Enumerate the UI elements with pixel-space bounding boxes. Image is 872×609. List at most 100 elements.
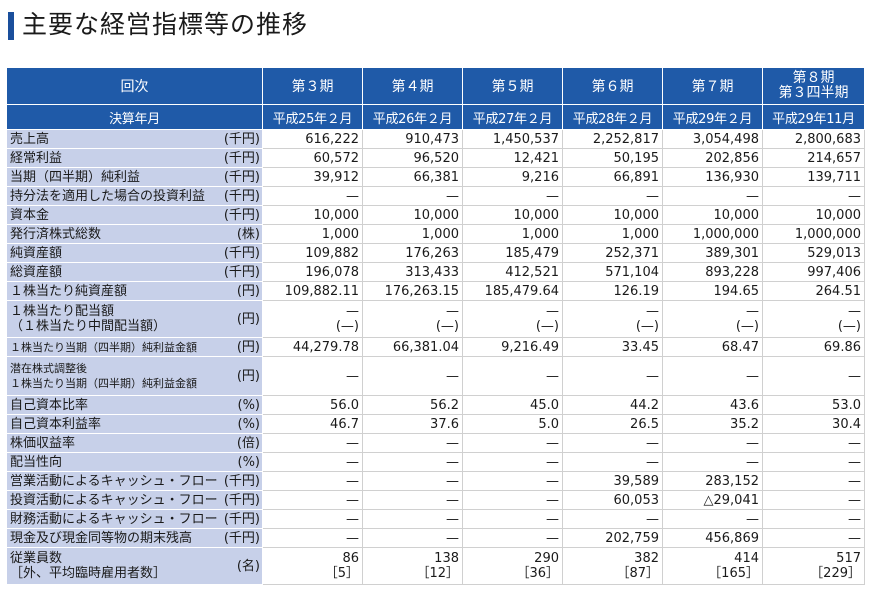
row-unit: (円): [236, 311, 260, 327]
row-label-text: ［外、平均臨時雇用者数］: [10, 566, 167, 581]
row-label-wrap: 発行済株式総数 (株): [7, 225, 262, 243]
row-label-text: １株当たり純資産額: [10, 283, 128, 299]
row-label-cell: 現金及び現金同等物の期末残高 (千円): [6, 528, 263, 548]
value-cell: —: [362, 452, 463, 472]
row-label: 資本金: [10, 208, 49, 223]
header-date-8: 平成29年11月: [762, 104, 865, 130]
value-cell: 60,053: [562, 490, 663, 510]
value-cell: —: [662, 433, 763, 453]
value-cell: 456,869: [662, 528, 763, 548]
value-cell: — (—): [562, 300, 663, 338]
row-label-cell: 経常利益 (千円): [6, 148, 263, 168]
row-label: 財務活動によるキャッシュ・フロー: [10, 512, 218, 527]
row-unit: (%): [237, 416, 261, 432]
header-date-7: 平成29年２月: [662, 104, 763, 130]
row-label: 自己資本利益率: [10, 417, 101, 432]
value-cell: 136,930: [662, 167, 763, 187]
value-cell: 414 ［165］: [662, 547, 763, 585]
value-cell: —: [262, 433, 363, 453]
row-label-wrap: 自己資本比率 (%): [7, 396, 262, 414]
header-date-3: 平成25年２月: [262, 104, 363, 130]
value-cell: —: [762, 490, 865, 510]
value-cell: —: [262, 356, 363, 396]
row-label-wrap: 投資活動によるキャッシュ・フロー (千円): [7, 491, 262, 509]
row-label-cell: 純資産額 (千円): [6, 243, 263, 263]
value-cell: —: [362, 433, 463, 453]
row-label-text: 潜在株式調整後: [10, 362, 87, 375]
header-period-5: 第５期: [462, 67, 563, 105]
value-cell: —: [762, 528, 865, 548]
row-label-cell: １株当たり配当額 （１株当たり中間配当額） (円): [6, 300, 263, 338]
value-cell: —: [362, 471, 463, 491]
row-label: 自己資本比率: [10, 398, 88, 413]
value-cell: 68.47: [662, 337, 763, 357]
value-cell: 1,000: [262, 224, 363, 244]
table-row: 当期（四半期）純利益 (千円) 39,912 66,381 9,216 66,891 136…: [6, 167, 865, 187]
table-row: 発行済株式総数 (株) 1,000 1,000 1,000 1,000 1,000,000 1…: [6, 224, 865, 244]
value-cell: —: [762, 509, 865, 529]
value-cell: —: [762, 471, 865, 491]
table-row: 財務活動によるキャッシュ・フロー (千円) — — — — — —: [6, 509, 865, 529]
value-cell: —: [562, 452, 663, 472]
value-cell: —: [762, 433, 865, 453]
value-cell: 283,152: [662, 471, 763, 491]
value-sub: (—): [335, 319, 359, 334]
row-label-cell: 配当性向 (%): [6, 452, 263, 472]
value-cell: 2,800,683: [762, 129, 865, 149]
value-cell: 196,078: [262, 262, 363, 282]
row-unit: (株): [236, 226, 260, 242]
value-cell: 44.2: [562, 395, 663, 415]
value-cell: — (—): [662, 300, 763, 338]
row-label-text: 純資産額: [10, 245, 63, 261]
value-cell: —: [262, 471, 363, 491]
row-unit: (倍): [236, 435, 260, 451]
value-cell: 202,759: [562, 528, 663, 548]
table-row: 株価収益率 (倍) — — — — — —: [6, 433, 865, 453]
value-cell: 69.86: [762, 337, 865, 357]
row-label-cell: 投資活動によるキャッシュ・フロー (千円): [6, 490, 263, 510]
row-unit: (円): [236, 368, 260, 384]
table-row-dividend: １株当たり配当額 （１株当たり中間配当額） (円) — (—) — (—) — (—) — (—) —…: [6, 300, 865, 338]
value-sub: (—): [735, 319, 759, 334]
row-label-wrap: 当期（四半期）純利益 (千円): [7, 168, 262, 186]
value-main: 138: [434, 551, 459, 566]
row-label-text: １株当たり当期（四半期）純利益金額: [10, 340, 197, 354]
value-cell: 264.51: [762, 281, 865, 301]
row-label-wrap: 純資産額 (千円): [7, 244, 262, 262]
value-cell: 571,104: [562, 262, 663, 282]
value-main: —: [446, 304, 459, 319]
table-row-diluted-eps: 潜在株式調整後 １株当たり当期（四半期）純利益金額 (円) — — — — — —: [6, 356, 865, 396]
table-row: 現金及び現金同等物の期末残高 (千円) — — —202,759 456,869—: [6, 528, 865, 548]
value-cell: —: [762, 356, 865, 396]
row-label-cell: 総資産額 (千円): [6, 262, 263, 282]
value-cell: —: [262, 490, 363, 510]
row-label: 当期（四半期）純利益: [10, 170, 140, 185]
value-cell: —: [762, 452, 865, 472]
value-cell: —: [362, 356, 463, 396]
value-sub: ［165］: [708, 566, 759, 581]
row-label-wrap: 総資産額 (千円): [7, 263, 262, 281]
value-cell: 185,479.64: [462, 281, 563, 301]
row-label-text: １株当たり当期（四半期）純利益金額: [10, 377, 197, 390]
value-cell: 39,589: [562, 471, 663, 491]
value-cell: —: [262, 528, 363, 548]
value-cell: —: [362, 528, 463, 548]
value-cell: —: [462, 528, 563, 548]
value-cell: 1,000,000: [662, 224, 763, 244]
header-period-6: 第６期: [562, 67, 663, 105]
value-cell: —: [562, 433, 663, 453]
value-cell: 1,000: [462, 224, 563, 244]
title-accent-bar: [8, 12, 14, 40]
page-title: 主要な経営指標等の推移: [22, 10, 309, 39]
value-cell: —: [662, 452, 763, 472]
row-label: 潜在株式調整後 １株当たり当期（四半期）純利益金額: [10, 361, 197, 391]
row-label-wrap: 自己資本利益率 (%): [7, 415, 262, 433]
value-cell: 185,479: [462, 243, 563, 263]
value-cell: —: [462, 490, 563, 510]
table-row: 持分法を適用した場合の投資利益 (千円) — — — — — —: [6, 186, 865, 206]
row-label-wrap: 経常利益 (千円): [7, 149, 262, 167]
row-label-text: 従業員数: [10, 551, 63, 566]
value-cell: 3,054,498: [662, 129, 763, 149]
row-label-text: 総資産額: [10, 264, 63, 280]
row-label-wrap: 潜在株式調整後 １株当たり当期（四半期）純利益金額 (円): [7, 357, 262, 395]
